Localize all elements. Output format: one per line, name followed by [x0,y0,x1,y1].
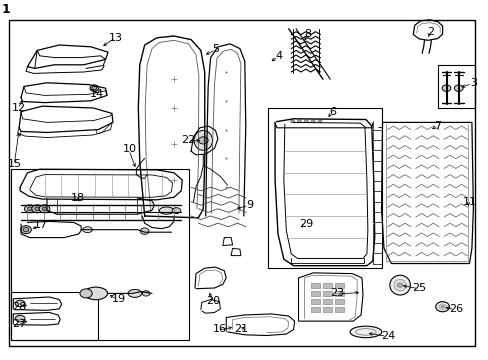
Ellipse shape [297,120,301,123]
Bar [310,299,319,304]
Ellipse shape [453,85,462,91]
Ellipse shape [84,287,107,300]
Ellipse shape [290,120,294,123]
Text: 14: 14 [90,89,104,99]
Ellipse shape [349,326,381,338]
Ellipse shape [39,205,50,213]
Ellipse shape [198,137,208,144]
Bar [11,292,98,340]
Ellipse shape [82,227,92,233]
Bar [268,108,381,268]
Ellipse shape [23,228,29,232]
Ellipse shape [159,207,174,214]
Bar [310,283,319,288]
Text: 11: 11 [462,197,475,207]
Ellipse shape [20,226,31,234]
Ellipse shape [27,207,32,211]
Text: 13: 13 [108,33,122,43]
Ellipse shape [80,289,92,298]
Text: 21: 21 [234,324,248,334]
Ellipse shape [310,120,314,123]
Bar [322,307,331,312]
Text: 5: 5 [212,44,219,54]
Ellipse shape [389,275,409,295]
Ellipse shape [42,207,47,211]
Text: 29: 29 [298,219,312,229]
Text: 25: 25 [412,283,426,293]
Ellipse shape [194,131,212,150]
Ellipse shape [15,315,25,322]
Text: 22: 22 [181,135,195,145]
Text: 19: 19 [111,294,125,304]
Ellipse shape [92,86,97,90]
Text: 15: 15 [8,159,22,169]
Bar [334,307,343,312]
Ellipse shape [35,207,40,211]
Text: 20: 20 [206,296,220,306]
Text: 16: 16 [212,324,226,334]
Text: 24: 24 [380,330,394,341]
Bar [334,283,343,288]
Ellipse shape [90,85,99,91]
Bar [322,299,331,304]
Bar [11,169,188,340]
Text: 17: 17 [34,220,48,230]
Bar [322,283,331,288]
Text: 26: 26 [448,304,462,314]
Text: 12: 12 [12,103,26,113]
Text: 10: 10 [123,144,137,154]
Text: 23: 23 [330,288,344,298]
Bar [322,291,331,296]
Ellipse shape [24,205,35,213]
Bar [437,65,474,108]
Ellipse shape [172,208,181,213]
Bar [334,299,343,304]
Text: 6: 6 [328,107,336,117]
Ellipse shape [317,120,321,123]
Text: 9: 9 [245,200,253,210]
Ellipse shape [128,289,142,297]
Text: 8: 8 [304,29,311,39]
Ellipse shape [304,120,307,123]
Ellipse shape [15,300,25,307]
Text: 28: 28 [12,302,26,312]
Text: 2: 2 [426,27,433,37]
Ellipse shape [396,283,402,287]
Ellipse shape [441,85,450,91]
Ellipse shape [32,205,42,213]
Text: 4: 4 [275,51,282,61]
Ellipse shape [393,279,406,291]
Text: 27: 27 [12,319,26,329]
Text: 18: 18 [71,193,84,203]
Bar [334,291,343,296]
Text: 7: 7 [433,121,440,131]
Text: 1: 1 [1,3,10,15]
Ellipse shape [140,228,149,234]
Bar [310,307,319,312]
Bar [310,291,319,296]
Ellipse shape [142,291,149,296]
Text: 3: 3 [469,78,476,88]
Ellipse shape [440,305,444,308]
Ellipse shape [435,302,448,312]
